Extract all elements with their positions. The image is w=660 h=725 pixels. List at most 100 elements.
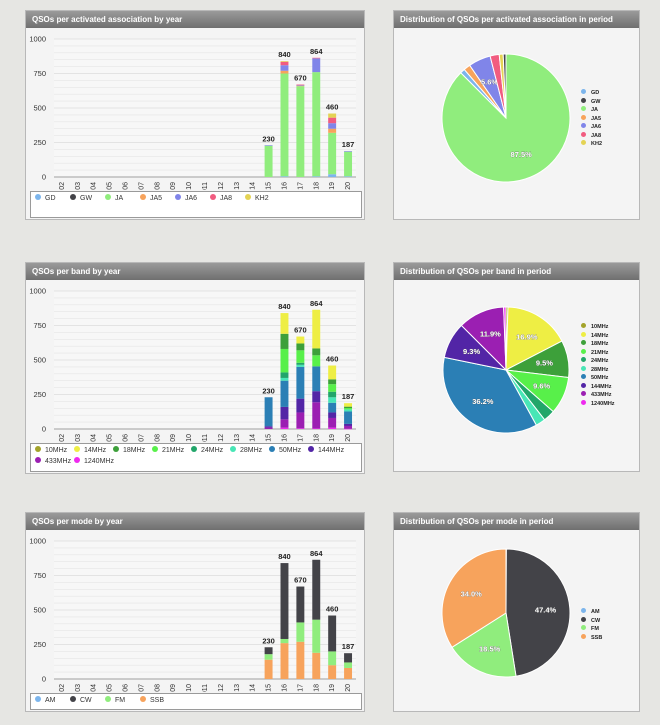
x-tick-label: 2003: [75, 182, 82, 190]
total-label: 840: [278, 302, 291, 311]
bar-50mhz-2019: [328, 402, 337, 413]
legend-item-14mhz[interactable]: 14MHz: [581, 331, 609, 341]
legend-item-21mhz[interactable]: 21MHz: [581, 348, 609, 358]
legend-label: 21MHz: [591, 349, 609, 356]
legend-item-ja6[interactable]: JA6: [175, 194, 197, 203]
legend-item-ja[interactable]: JA: [105, 194, 123, 203]
legend-item-ja5[interactable]: JA5: [581, 114, 601, 124]
slice-label: 11.9%: [480, 330, 501, 339]
slice-1240mhz: [503, 306, 507, 371]
legend-item-1240mhz[interactable]: 1240MHz: [581, 399, 615, 409]
legend-swatch: [175, 194, 181, 201]
legend-label: 144MHz: [318, 447, 345, 454]
legend-label: CW: [80, 697, 92, 704]
legend-item-ssb[interactable]: SSB: [140, 696, 164, 705]
slice-50mhz: [442, 356, 538, 434]
legend-item-28mhz[interactable]: 28MHz: [581, 365, 608, 375]
legend-item-gw[interactable]: GW: [70, 194, 92, 203]
legend-label: JA6: [591, 124, 602, 130]
legend-swatch: [581, 616, 586, 622]
bar-chart-association: 0 250 500 750 1000 2002 2003 2004 2005 2006 2007 20…: [29, 35, 356, 190]
legend-item-gw[interactable]: GW: [581, 97, 601, 107]
legend-swatch: [581, 399, 586, 405]
legend-item-cw[interactable]: CW: [581, 616, 601, 626]
bar-50mhz-2018: [312, 366, 321, 392]
legend-label: 24MHz: [201, 447, 224, 454]
legend-item-fm[interactable]: FM: [105, 696, 125, 705]
legend-swatch: [581, 608, 586, 614]
panel-title: QSOs per mode by year: [26, 513, 364, 530]
legend-item-am[interactable]: AM: [581, 608, 600, 617]
legend-item-ja5[interactable]: JA5: [140, 194, 162, 203]
legend-swatch: [35, 194, 41, 201]
legend-item-ja6[interactable]: JA6: [581, 123, 601, 132]
y-tick-label: 250: [33, 138, 46, 147]
legend-label: 18MHz: [591, 341, 609, 347]
legend-item-433mhz[interactable]: 433MHz: [581, 391, 611, 400]
bar-chart-mode: 0 250 500 750 1000 2002 2003 2004 2005 2006 2007 20…: [29, 537, 356, 692]
legend-swatch: [581, 625, 586, 631]
x-tick-label: 2018: [313, 182, 320, 190]
x-tick-label: 2011: [202, 434, 209, 442]
bar-1240mhz-2020: [344, 428, 353, 430]
bar-144mhz-2019: [328, 412, 337, 418]
legend-item-28mhz[interactable]: 28MHz: [230, 446, 262, 455]
legend-item-am[interactable]: AM: [35, 696, 56, 705]
bar-panel-mode: QSOs per mode by year 0 250 500 750 1000 2002…: [25, 512, 365, 712]
legend-item-144mhz[interactable]: 144MHz: [581, 382, 611, 392]
bar-21mhz-2020: [344, 408, 353, 410]
legend-item-ssb[interactable]: SSB: [581, 633, 602, 643]
bar-14mhz-2020: [344, 403, 353, 407]
legend-item-14mhz[interactable]: 14MHz: [74, 446, 106, 455]
legend-label: CW: [591, 617, 601, 624]
legend-label: JA8: [220, 195, 233, 202]
legend-label: GW: [591, 98, 601, 105]
bar-ssb-2020: [344, 667, 353, 679]
legend-swatch: [152, 446, 158, 453]
legend-item-10mhz[interactable]: 10MHz: [581, 323, 608, 332]
legend-item-18mhz[interactable]: 18MHz: [113, 446, 145, 455]
x-tick-label: 2015: [266, 684, 273, 692]
bar-28mhz-2017: [296, 364, 305, 367]
legend-item-24mhz[interactable]: 24MHz: [191, 446, 223, 455]
legend-item-1240mhz[interactable]: 1240MHz: [74, 457, 114, 466]
total-label: 460: [326, 355, 339, 364]
y-tick-label: 750: [33, 69, 46, 78]
total-label: 840: [278, 50, 291, 59]
legend-item-cw[interactable]: CW: [70, 696, 92, 705]
legend-item-gd[interactable]: GD: [581, 89, 599, 98]
legend-item-fm[interactable]: FM: [581, 625, 599, 634]
legend-item-24mhz[interactable]: 24MHz: [581, 357, 608, 366]
x-tick-label: 2002: [59, 182, 66, 190]
legend-item-kh2[interactable]: KH2: [245, 194, 269, 203]
legend-label: 14MHz: [591, 332, 609, 339]
legend-item-144mhz[interactable]: 144MHz: [308, 446, 344, 455]
legend-item-kh2[interactable]: KH2: [581, 140, 602, 149]
legend-swatch: [230, 446, 236, 453]
legend-item-50mhz[interactable]: 50MHz: [269, 446, 301, 455]
legend-item-50mhz[interactable]: 50MHz: [581, 374, 608, 383]
bar-kh2-2016: [280, 61, 289, 62]
legend-swatch: [191, 446, 197, 453]
legend-item-ja8[interactable]: JA8: [581, 131, 601, 141]
legend-label: 21MHz: [162, 447, 185, 454]
legend-item-10mhz[interactable]: 10MHz: [35, 446, 67, 455]
bar-433mhz-2017: [296, 412, 305, 429]
legend-label: AM: [591, 609, 600, 615]
bar-fm-2019: [328, 651, 337, 666]
bar-ja6-2015: [264, 145, 273, 146]
pie-chart-association: 87.5% 5.6%: [441, 53, 571, 183]
bar-433mhz-2020: [344, 425, 353, 429]
legend-item-433mhz[interactable]: 433MHz: [35, 457, 71, 466]
legend-item-ja8[interactable]: JA8: [210, 194, 232, 203]
legend-item-21mhz[interactable]: 21MHz: [152, 446, 184, 455]
legend-label: KH2: [255, 195, 269, 202]
y-tick-label: 1000: [29, 537, 46, 546]
legend-item-18mhz[interactable]: 18MHz: [581, 340, 608, 349]
x-tick-label: 2011: [202, 684, 209, 692]
legend-item-gd[interactable]: GD: [35, 194, 56, 203]
bar-24mhz-2016: [280, 372, 289, 378]
bar-fm-2016: [280, 638, 289, 644]
legend-item-ja[interactable]: JA: [581, 106, 598, 115]
legend-swatch: [140, 194, 146, 201]
